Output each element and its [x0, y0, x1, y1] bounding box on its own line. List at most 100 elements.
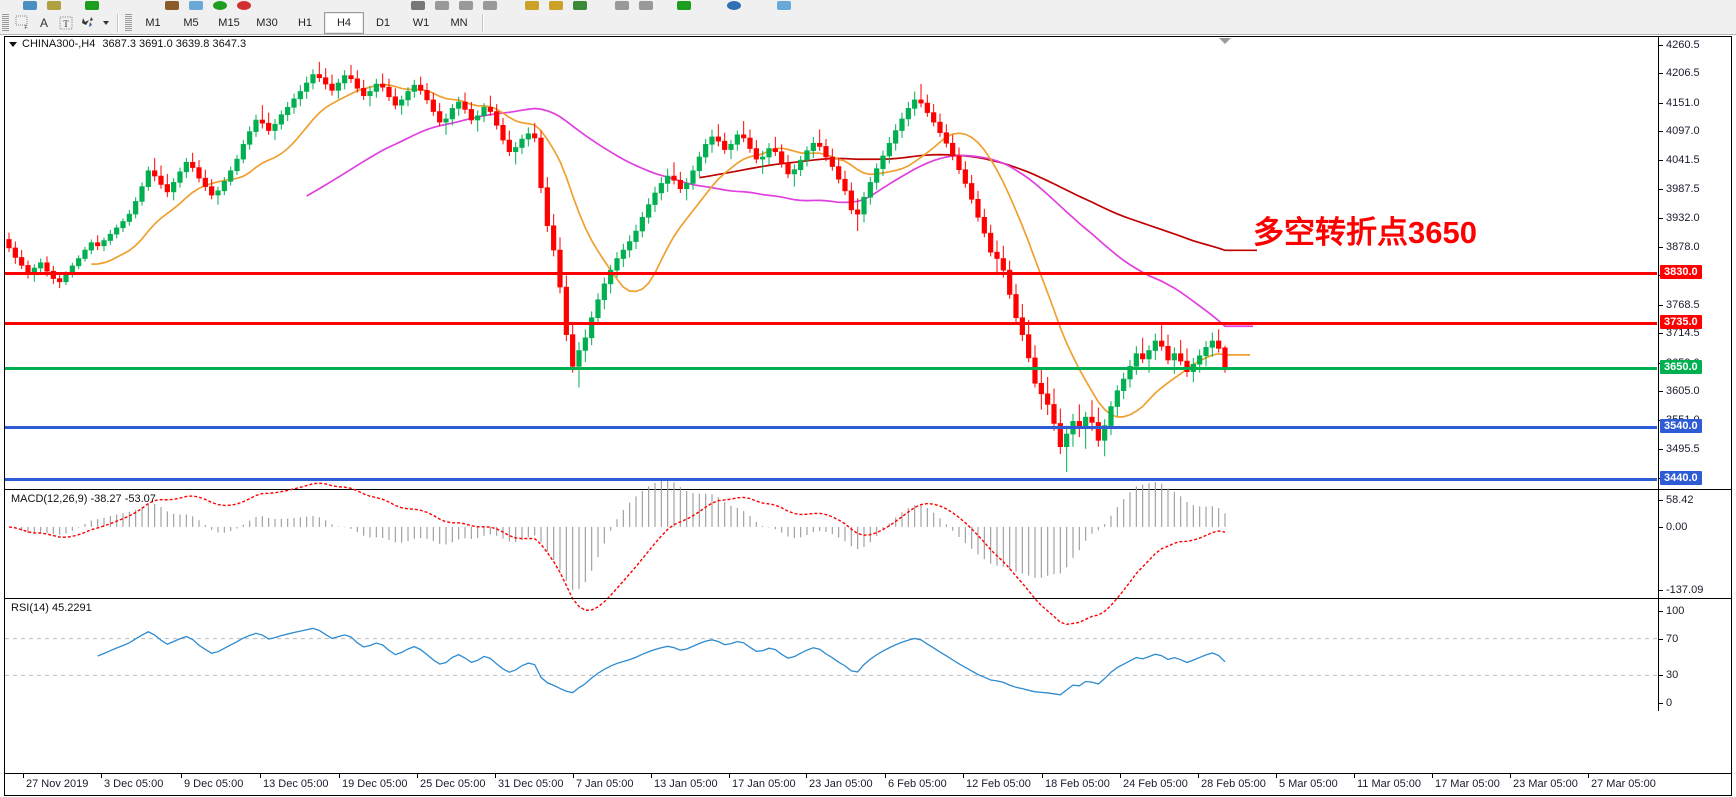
blue-tray-icon[interactable]	[189, 1, 203, 10]
chart-frame[interactable]: CHINA300-,H4 3687.3 3691.0 3639.8 3647.3…	[4, 36, 1732, 774]
chevron-down-icon[interactable]	[1219, 38, 1231, 44]
toolbar-separator	[117, 13, 119, 32]
red-circle-icon[interactable]	[237, 1, 251, 10]
macd-plot	[8, 480, 1226, 626]
pencil-yellow-2-icon[interactable]	[549, 1, 563, 10]
price-axis-tick: 3714.5	[1659, 327, 1700, 339]
level-line-support-3440[interactable]	[5, 478, 1657, 482]
toolbar-drawing-and-timeframes: F A T M1 M5 M15 M30 H1 H4 D1 W1 MN	[0, 11, 1736, 35]
window2-icon[interactable]	[777, 1, 791, 10]
list-icon[interactable]	[411, 1, 425, 10]
rsi-plot	[5, 627, 1657, 696]
price-axis[interactable]: 4260.5 4206.5 4151.0 4097.0 4041.5 3987.5 3932…	[1658, 37, 1731, 489]
timeframe-button-m15[interactable]: M15	[218, 16, 240, 29]
zoom-out-icon[interactable]	[615, 1, 629, 10]
macd-axis[interactable]: 58.42 0.00 -137.09	[1658, 490, 1731, 598]
level-line-resistance-3830[interactable]	[5, 272, 1657, 276]
macd-axis-tick: -137.09	[1659, 584, 1703, 596]
timeframe-button-m5[interactable]: M5	[183, 16, 199, 29]
macd-pane[interactable]: MACD(12,26,9) -38.27 -53.07 58.42 0.00 -13…	[5, 480, 1731, 626]
price-pane[interactable]: CHINA300-,H4 3687.3 3691.0 3639.8 3647.3…	[5, 37, 1731, 489]
time-axis-tick	[1588, 774, 1589, 778]
time-axis-label: 12 Feb 05:00	[966, 778, 1031, 790]
time-axis-tick	[651, 774, 652, 778]
timeframe-button-m1[interactable]: M1	[145, 16, 161, 29]
svg-text:F: F	[24, 25, 27, 31]
time-axis[interactable]: 27 Nov 2019 3 Dec 05:00 9 Dec 05:00 13 Dec …	[4, 774, 1732, 796]
text-tool-icon[interactable]: A	[39, 15, 48, 30]
toolbar-separator-2	[482, 13, 484, 32]
price-axis-tick: 3768.5	[1659, 299, 1700, 311]
rsi-pane[interactable]: RSI(14) 45.2291 100 70 30 0	[5, 599, 1731, 711]
time-axis-label: 25 Dec 05:00	[420, 778, 486, 790]
pane-separator-macd-rsi	[5, 598, 1731, 599]
pencil-yellow-icon[interactable]	[525, 1, 539, 10]
level-line-support-3540[interactable]	[5, 425, 1657, 429]
time-axis-tick	[339, 774, 340, 778]
rsi-axis-tick: 30	[1659, 669, 1678, 681]
time-axis-label: 11 Mar 05:00	[1357, 778, 1422, 790]
time-axis-label: 9 Dec 05:00	[184, 778, 244, 790]
toolbar-drag-handle[interactable]	[2, 13, 9, 32]
time-axis-label: 13 Dec 05:00	[263, 778, 329, 790]
timeframe-button-m30[interactable]: M30	[256, 16, 278, 29]
timeframe-button-h4[interactable]: H4	[324, 11, 364, 34]
candles-icon[interactable]	[459, 1, 473, 10]
price-plot	[6, 61, 1257, 473]
price-level-tag-pivot-3650[interactable]: 3650.0	[1660, 360, 1702, 375]
symbol-caret-icon[interactable]	[9, 41, 17, 47]
timeframe-button-h1[interactable]: H1	[297, 16, 313, 29]
price-level-tag-resistance-3830[interactable]: 3830.0	[1660, 265, 1702, 280]
time-axis-label: 5 Mar 05:00	[1279, 778, 1338, 790]
add-green-plus-icon[interactable]	[85, 1, 99, 10]
objects-dropdown-icon[interactable]	[99, 13, 113, 33]
symbol-ohlc: 3687.3 3691.0 3639.8 3647.3	[102, 38, 247, 50]
chocolate-object-icon[interactable]	[165, 1, 179, 10]
text-label-tool-icon[interactable]: T	[55, 13, 77, 33]
time-axis-tick	[1198, 774, 1199, 778]
bar-chart-icon[interactable]	[435, 1, 449, 10]
rsi-axis[interactable]: 100 70 30 0	[1658, 599, 1731, 711]
time-axis-tick	[729, 774, 730, 778]
line-chart-icon[interactable]	[483, 1, 497, 10]
price-level-tag-resistance-3735[interactable]: 3735.0	[1660, 315, 1702, 330]
time-axis-tick	[1042, 774, 1043, 778]
time-axis-label: 28 Feb 05:00	[1201, 778, 1266, 790]
level-line-pivot-3650[interactable]	[5, 367, 1657, 371]
window-icon[interactable]	[23, 1, 37, 10]
time-axis-tick	[260, 774, 261, 778]
level-line-resistance-3735[interactable]	[5, 322, 1657, 326]
timeframes-drag-handle[interactable]	[125, 13, 132, 32]
time-axis-label: 6 Feb 05:00	[888, 778, 947, 790]
time-axis-tick	[181, 774, 182, 778]
time-axis-tick	[963, 774, 964, 778]
magnifier-icon[interactable]	[47, 1, 61, 10]
zoom-in-icon[interactable]	[639, 1, 653, 10]
timeframe-button-w1[interactable]: W1	[412, 16, 430, 29]
crosshair-tool-icon[interactable]: F	[11, 13, 33, 33]
price-axis-tick: 3932.0	[1659, 212, 1700, 224]
grid-icon[interactable]	[573, 1, 587, 10]
time-axis-label: 17 Mar 05:00	[1435, 778, 1500, 790]
time-axis-label: 19 Dec 05:00	[342, 778, 408, 790]
timeframe-button-group: M1 M5 M15 M30 H1 H4 D1 W1 MN	[134, 11, 478, 34]
price-axis-tick: 4097.0	[1659, 125, 1700, 137]
rsi-axis-tick: 70	[1659, 633, 1678, 645]
add-indicator-icon[interactable]	[677, 1, 691, 10]
price-axis-tick: 3878.0	[1659, 241, 1700, 253]
time-axis-label: 27 Nov 2019	[26, 778, 89, 790]
timeframe-button-d1[interactable]: D1	[375, 16, 391, 29]
time-axis-tick	[885, 774, 886, 778]
rsi-axis-tick: 100	[1659, 605, 1684, 617]
symbol-title: CHINA300-,H4	[22, 38, 96, 50]
price-level-tag-support-3440[interactable]: 3440.0	[1660, 471, 1702, 486]
annotation-text: 多空转折点3650	[1253, 215, 1477, 250]
timeframe-button-mn[interactable]: MN	[450, 16, 468, 29]
rsi-axis-tick: 0	[1659, 697, 1672, 709]
green-circle-icon[interactable]	[213, 1, 227, 10]
blue-globe-icon[interactable]	[727, 1, 741, 10]
price-level-tag-support-3540[interactable]: 3540.0	[1660, 418, 1702, 433]
objects-tool-icon[interactable]	[77, 13, 99, 33]
time-axis-label: 3 Dec 05:00	[104, 778, 164, 790]
